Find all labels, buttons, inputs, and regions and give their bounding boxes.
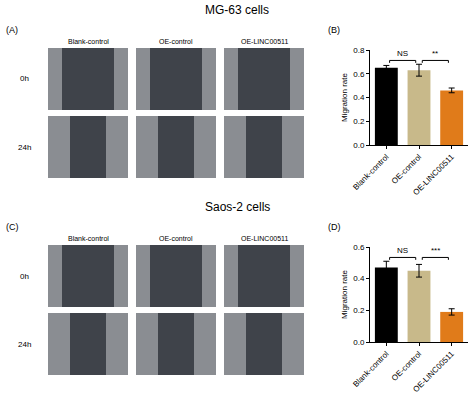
svg-text:NS: NS — [397, 49, 408, 58]
svg-text:0.8: 0.8 — [353, 46, 365, 55]
svg-text:(B): (B) — [328, 25, 340, 35]
svg-text:Blank-control: Blank-control — [351, 349, 391, 389]
svg-text:OE-control: OE-control — [390, 349, 424, 383]
svg-text:(D): (D) — [328, 222, 341, 232]
svg-text:Saos-2 cells: Saos-2 cells — [205, 200, 270, 214]
svg-text:(A): (A) — [6, 25, 18, 35]
svg-text:0h: 0h — [20, 272, 29, 281]
svg-text:Migration rate: Migration rate — [340, 270, 349, 319]
svg-text:OE-control: OE-control — [159, 235, 193, 242]
svg-text:***: *** — [431, 246, 440, 255]
svg-text:Blank-control: Blank-control — [351, 152, 391, 192]
svg-text:OE-LINC00511: OE-LINC00511 — [241, 235, 288, 242]
svg-text:0h: 0h — [20, 74, 29, 83]
svg-text:24h: 24h — [18, 143, 31, 152]
svg-text:MG-63 cells: MG-63 cells — [205, 3, 269, 17]
svg-text:NS: NS — [397, 246, 408, 255]
svg-text:Blank-control: Blank-control — [68, 38, 109, 45]
svg-text:OE-control: OE-control — [390, 152, 424, 186]
svg-text:OE-control: OE-control — [159, 38, 193, 45]
svg-text:OE-LINC00511: OE-LINC00511 — [411, 349, 456, 394]
svg-text:0.6: 0.6 — [353, 70, 365, 79]
svg-text:**: ** — [432, 49, 438, 58]
svg-text:0.4: 0.4 — [353, 274, 365, 283]
svg-text:Migration rate: Migration rate — [340, 73, 349, 122]
svg-text:OE-LINC00511: OE-LINC00511 — [241, 38, 288, 45]
svg-text:Blank-control: Blank-control — [68, 235, 109, 242]
svg-text:0.0: 0.0 — [353, 141, 365, 150]
svg-text:0.6: 0.6 — [353, 243, 365, 252]
svg-text:0.2: 0.2 — [353, 117, 365, 126]
svg-text:OE-LINC00511: OE-LINC00511 — [411, 152, 456, 197]
svg-text:24h: 24h — [18, 340, 31, 349]
svg-text:0.0: 0.0 — [353, 338, 365, 347]
svg-text:0.2: 0.2 — [353, 306, 365, 315]
svg-text:(C): (C) — [6, 222, 19, 232]
svg-text:0.4: 0.4 — [353, 93, 365, 102]
